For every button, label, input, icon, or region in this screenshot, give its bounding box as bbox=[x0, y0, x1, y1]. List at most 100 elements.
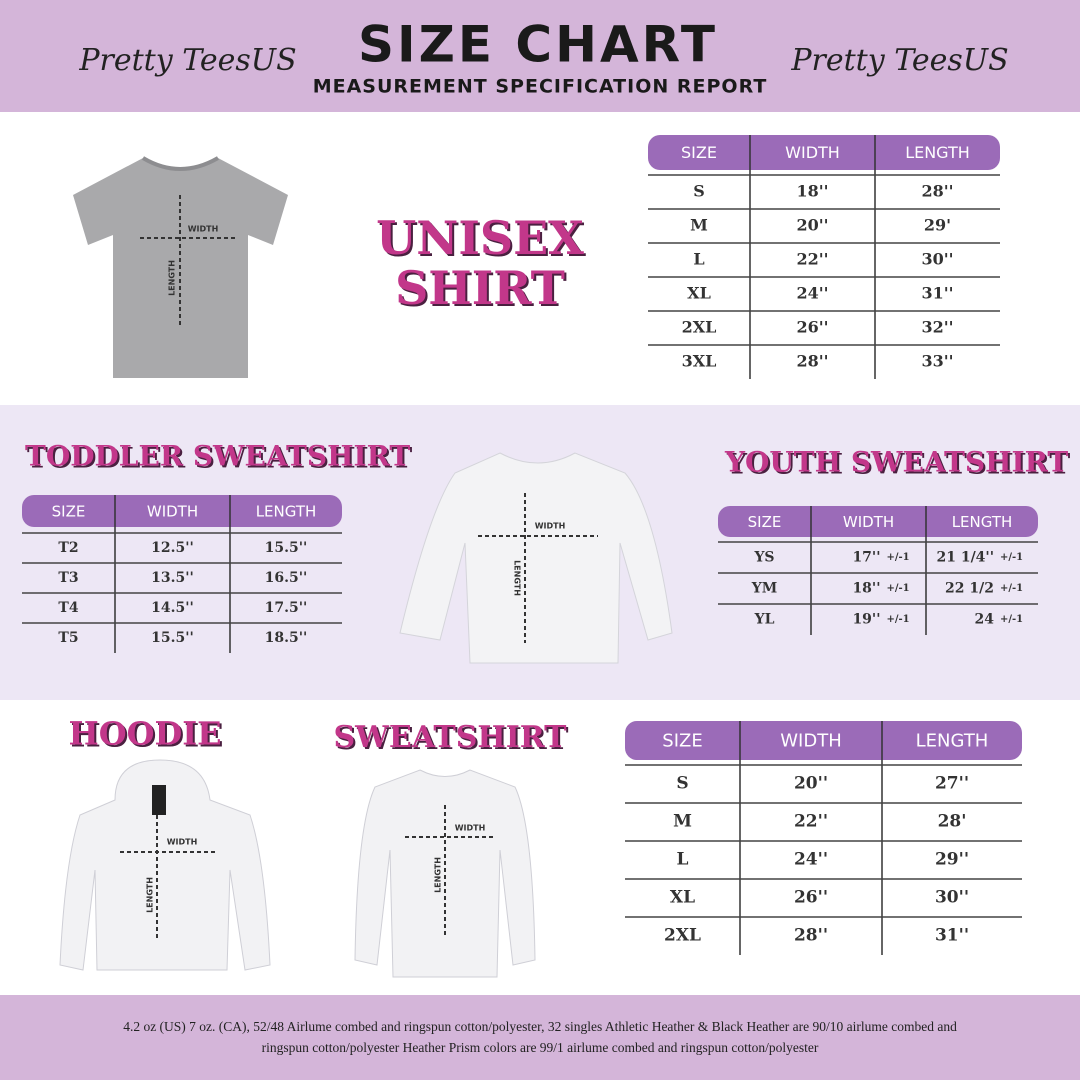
subtitle: MEASUREMENT SPECIFICATION REPORT bbox=[313, 76, 768, 98]
measure-cell: 26'' bbox=[794, 888, 828, 908]
size-cell: M bbox=[673, 812, 692, 832]
measure-cell: 14.5'' bbox=[151, 600, 194, 616]
measure-cell: 31'' bbox=[935, 926, 969, 946]
measure-cell: 16.5'' bbox=[265, 570, 308, 586]
size-cell: T4 bbox=[58, 600, 78, 616]
column-header: SIZE bbox=[52, 503, 86, 521]
measure-cell: 18'' bbox=[796, 182, 828, 201]
section-title: YOUTH SWEATSHIRT bbox=[724, 446, 1068, 479]
size-cell: 3XL bbox=[682, 352, 717, 371]
brand: Pretty TeesUS bbox=[790, 43, 1008, 78]
measure-cell: 17.5'' bbox=[265, 600, 308, 616]
measure-cell: 29'' bbox=[935, 850, 969, 870]
size-cell: T2 bbox=[58, 540, 78, 556]
column-header: WIDTH bbox=[843, 513, 894, 531]
section-title: HOODIE bbox=[68, 715, 221, 753]
measure-cell: 15.5'' bbox=[265, 540, 308, 556]
measure-cell: 32'' bbox=[921, 318, 953, 337]
measure-cell: 31'' bbox=[921, 284, 953, 303]
section-title: SHIRT bbox=[395, 261, 565, 315]
column-header: SIZE bbox=[681, 143, 717, 162]
measure-cell: 24 bbox=[975, 612, 995, 628]
size-cell: 2XL bbox=[682, 318, 717, 337]
measure-cell: 24'' bbox=[796, 284, 828, 303]
measure-cell: 22'' bbox=[796, 250, 828, 269]
garment-label: WIDTH bbox=[535, 522, 566, 531]
column-header: LENGTH bbox=[916, 731, 989, 752]
column-header: WIDTH bbox=[785, 143, 840, 162]
tolerance: +/-1 bbox=[887, 583, 910, 594]
column-header: LENGTH bbox=[256, 503, 317, 521]
tolerance: +/-1 bbox=[887, 614, 910, 625]
table-header bbox=[22, 495, 342, 527]
measure-cell: 27'' bbox=[935, 774, 969, 794]
measure-cell: 22 1/2 bbox=[945, 581, 994, 597]
size-cell: L bbox=[693, 250, 704, 269]
size-cell: T5 bbox=[58, 630, 78, 646]
measure-cell: 30'' bbox=[921, 250, 953, 269]
size-cell: YL bbox=[754, 612, 775, 628]
hoodie-image: WIDTH LENGTH bbox=[59, 759, 271, 971]
column-header: WIDTH bbox=[147, 503, 198, 521]
garment-label: LENGTH bbox=[168, 260, 177, 296]
measure-cell: 13.5'' bbox=[151, 570, 194, 586]
size-cell: S bbox=[693, 182, 705, 201]
size-cell: 2XL bbox=[664, 926, 701, 946]
measure-cell: 30'' bbox=[935, 888, 969, 908]
garment-label: WIDTH bbox=[455, 824, 486, 833]
size-cell: M bbox=[690, 216, 708, 235]
measure-cell: 18'' bbox=[852, 581, 880, 597]
column-header: SIZE bbox=[748, 513, 782, 531]
measure-cell: 21 1/4'' bbox=[936, 550, 994, 566]
sweatshirt-image: WIDTH LENGTH bbox=[354, 769, 536, 978]
measure-cell: 28'' bbox=[921, 182, 953, 201]
column-header: LENGTH bbox=[905, 143, 970, 162]
size-cell: XL bbox=[670, 888, 695, 908]
table-header bbox=[648, 135, 1000, 170]
measure-cell: 17'' bbox=[852, 550, 880, 566]
footer-band bbox=[0, 995, 1080, 1080]
table-header bbox=[625, 721, 1022, 760]
garment-label: LENGTH bbox=[146, 877, 155, 913]
size-cell: L bbox=[677, 850, 689, 870]
garment-label: LENGTH bbox=[434, 857, 443, 893]
size-cell: T3 bbox=[58, 570, 78, 586]
section-title: TODDLER SWEATSHIRT bbox=[25, 440, 410, 473]
footer-text: 4.2 oz (US) 7 oz. (CA), 52/48 Airlume co… bbox=[123, 1019, 957, 1034]
measure-cell: 12.5'' bbox=[151, 540, 194, 556]
measure-cell: 28'' bbox=[796, 352, 828, 371]
tshirt-image: WIDTH LENGTH bbox=[73, 156, 288, 378]
table-header bbox=[718, 506, 1038, 537]
measure-cell: 15.5'' bbox=[151, 630, 194, 646]
size-cell: S bbox=[676, 774, 688, 794]
garment-label: LENGTH bbox=[513, 560, 522, 596]
measure-cell: 24'' bbox=[794, 850, 828, 870]
tolerance: +/-1 bbox=[1000, 583, 1023, 594]
measure-cell: 19'' bbox=[852, 612, 880, 628]
brand: Pretty TeesUS bbox=[78, 43, 296, 78]
column-header: LENGTH bbox=[952, 513, 1013, 531]
measure-cell: 28'' bbox=[794, 926, 828, 946]
size-cell: XL bbox=[687, 284, 711, 303]
measure-cell: 20'' bbox=[794, 774, 828, 794]
sweatshirt-image: WIDTH LENGTH bbox=[399, 452, 673, 664]
column-header: WIDTH bbox=[780, 731, 842, 752]
garment-label: WIDTH bbox=[188, 225, 219, 234]
tolerance: +/-1 bbox=[887, 552, 910, 563]
size-cell: YS bbox=[753, 550, 774, 566]
tolerance: +/-1 bbox=[1000, 552, 1023, 563]
size-cell: YM bbox=[751, 581, 778, 597]
measure-cell: 18.5'' bbox=[265, 630, 308, 646]
section-title: SWEATSHIRT bbox=[334, 720, 568, 755]
measure-cell: 26'' bbox=[796, 318, 828, 337]
footer-text: ringspun cotton/polyester Heather Prism … bbox=[262, 1040, 819, 1055]
measure-cell: 33'' bbox=[921, 352, 953, 371]
measure-cell: 28' bbox=[938, 812, 967, 832]
header-band bbox=[0, 0, 1080, 112]
column-header: SIZE bbox=[662, 731, 702, 752]
garment-label: WIDTH bbox=[167, 838, 198, 847]
measure-cell: 20'' bbox=[796, 216, 828, 235]
tolerance: +/-1 bbox=[1000, 614, 1023, 625]
measure-cell: 22'' bbox=[794, 812, 828, 832]
